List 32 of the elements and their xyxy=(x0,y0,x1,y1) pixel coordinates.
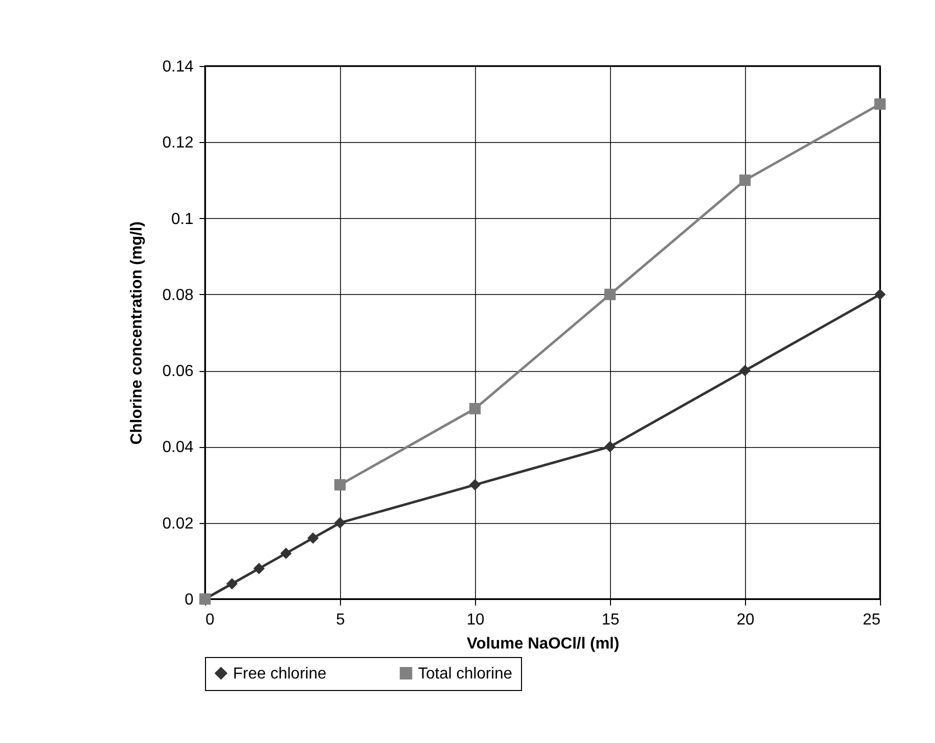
x-tick-label: 25 xyxy=(862,612,881,628)
point xyxy=(739,364,751,376)
y-tick-label: 0.02 xyxy=(162,515,194,532)
x-tick-label: 15 xyxy=(602,612,620,628)
y-tick-label: 0 xyxy=(184,592,194,608)
legend-label: Free chlorine xyxy=(233,665,326,682)
point xyxy=(874,98,886,110)
x-tick-label: 20 xyxy=(736,612,754,628)
x-tick-label: 10 xyxy=(466,612,484,628)
y-tick-label: 0.04 xyxy=(162,439,194,456)
point xyxy=(280,548,292,560)
y-tick-label: 0.12 xyxy=(162,134,194,152)
point xyxy=(874,288,886,300)
y-tick-label: 0.08 xyxy=(162,286,194,304)
y-axis-title: Chlorine concentration (mg/l) xyxy=(128,221,146,445)
point xyxy=(604,441,616,452)
point xyxy=(469,479,481,490)
point xyxy=(334,517,346,529)
y-tick-label: 0.14 xyxy=(162,58,194,76)
legend-label: Total chlorine xyxy=(418,665,512,682)
point xyxy=(604,288,616,300)
point xyxy=(307,532,319,544)
x-tick-label: 0 xyxy=(206,612,214,628)
y-tick-label: 0.1 xyxy=(171,210,194,228)
point xyxy=(334,479,346,490)
y-tick-label: 0.06 xyxy=(162,363,194,380)
point xyxy=(253,562,265,574)
point xyxy=(739,174,751,186)
x-axis-title: Volume NaOCl/l (ml) xyxy=(466,636,620,652)
point xyxy=(226,578,238,590)
x-tick-label: 5 xyxy=(336,612,346,628)
point xyxy=(469,402,481,414)
